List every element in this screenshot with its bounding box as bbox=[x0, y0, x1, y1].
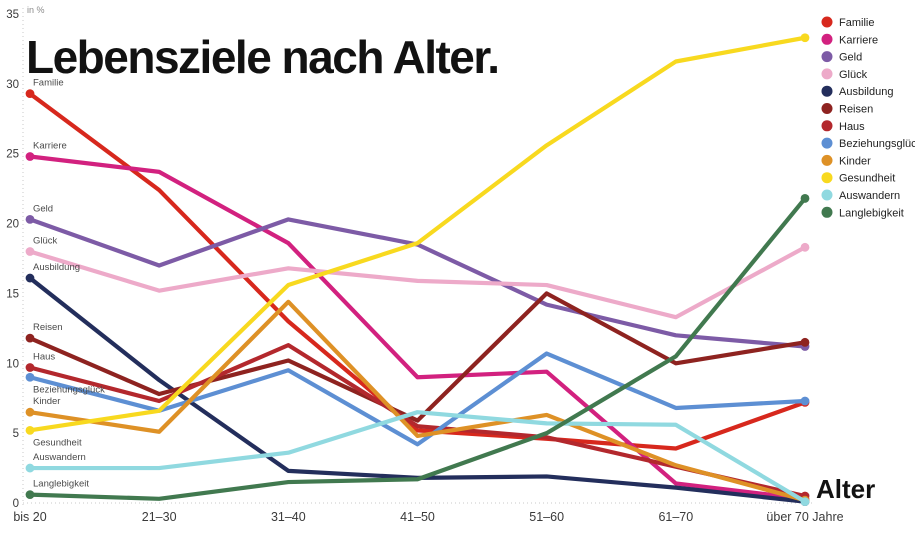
series-inline-label: Reisen bbox=[33, 322, 63, 333]
y-tick-label: 10 bbox=[6, 358, 19, 370]
x-tick-label: 21–30 bbox=[142, 510, 177, 524]
series-line-familie bbox=[27, 91, 808, 451]
legend-item-label: Beziehungsglück bbox=[839, 138, 915, 150]
y-tick-label: 0 bbox=[13, 498, 19, 510]
series-inline-label: Auswandern bbox=[33, 452, 86, 463]
series-line-auswandern bbox=[27, 410, 808, 504]
page-title: Lebensziele nach Alter. bbox=[26, 31, 499, 83]
series-line-glück bbox=[27, 245, 808, 320]
legend-dot-auswandern bbox=[821, 189, 833, 201]
x-tick-label: bis 20 bbox=[13, 510, 46, 524]
series-inline-labels: Familie Karriere Geld Glück Ausbildung Reisen… bbox=[33, 78, 105, 490]
legend-item: Ausbildung bbox=[821, 85, 893, 98]
legend-item-label: Ausbildung bbox=[839, 86, 893, 98]
legend-dot-ausbildung bbox=[821, 85, 833, 97]
legend-item: Glück bbox=[821, 68, 868, 81]
series-start-dot bbox=[25, 247, 35, 256]
x-tick-label: 51–60 bbox=[529, 510, 564, 524]
x-tick-label: 31–40 bbox=[271, 510, 306, 524]
legend-item-label: Karriere bbox=[839, 34, 878, 46]
legend-item-label: Reisen bbox=[839, 104, 873, 116]
series-start-dot bbox=[25, 463, 35, 473]
y-tick-label: 15 bbox=[6, 288, 19, 300]
series-end-dot bbox=[800, 497, 810, 507]
series-inline-label: Glück bbox=[33, 236, 58, 247]
legend-dot-beziehungsglück bbox=[821, 137, 833, 149]
legend-item-label: Auswandern bbox=[839, 190, 900, 202]
series-end-dot bbox=[800, 337, 810, 347]
series-line-reisen bbox=[27, 291, 808, 423]
series-start-dot bbox=[25, 214, 35, 224]
legend-dot-haus bbox=[821, 120, 833, 132]
legend-dot-langlebigkeit bbox=[821, 206, 833, 218]
legend-item: Familie bbox=[821, 16, 874, 29]
series-line-langlebigkeit bbox=[27, 196, 808, 501]
series-start-dot bbox=[25, 273, 35, 283]
legend-item: Kinder bbox=[821, 154, 871, 167]
series-start-dot bbox=[25, 425, 35, 435]
series-end-dot bbox=[800, 242, 810, 252]
legend-item: Haus bbox=[821, 120, 865, 133]
series-line-gesundheit bbox=[27, 35, 808, 433]
series-start-dot bbox=[25, 407, 35, 417]
series-line-karriere bbox=[27, 154, 808, 501]
legend-item: Reisen bbox=[821, 103, 873, 116]
y-tick-label: 30 bbox=[6, 79, 19, 91]
legend-dot-familie bbox=[821, 16, 833, 28]
series-inline-label: Karriere bbox=[33, 141, 67, 152]
series-inline-label: Gesundheit bbox=[33, 437, 82, 448]
x-tick-label: über 70 Jahre bbox=[766, 510, 843, 524]
series-inline-label: Geld bbox=[33, 203, 53, 214]
x-tick-label: 41–50 bbox=[400, 510, 435, 524]
legend-item: Langlebigkeit bbox=[821, 206, 904, 219]
series-inline-label: Langlebigkeit bbox=[33, 479, 89, 490]
legend-item: Gesundheit bbox=[821, 172, 895, 185]
x-tick-label: 61–70 bbox=[658, 510, 693, 524]
series-inline-label: Kinder bbox=[33, 396, 60, 407]
series-start-dot bbox=[25, 152, 35, 161]
legend-dot-gesundheit bbox=[821, 172, 833, 184]
x-axis-title: Alter bbox=[816, 474, 875, 504]
legend-dot-geld bbox=[821, 51, 833, 63]
legend-item-label: Haus bbox=[839, 121, 865, 133]
axes: 0 5 10 15 20 25 30 35 bis 20 21–30 31–40 41–50 51–60… bbox=[6, 8, 844, 524]
series-line-kinder bbox=[27, 299, 808, 503]
series-inline-label: Beziehungsglück bbox=[33, 384, 105, 395]
y-tick-label: 20 bbox=[6, 219, 19, 231]
legend-dot-karriere bbox=[821, 33, 833, 45]
legend-item-label: Familie bbox=[839, 17, 874, 29]
legend-dot-kinder bbox=[821, 154, 833, 166]
series-start-dot bbox=[25, 490, 35, 500]
y-axis-unit-label: in % bbox=[27, 5, 45, 15]
series-lines bbox=[25, 33, 810, 507]
y-tick-label: 25 bbox=[6, 149, 19, 161]
legend-item-label: Glück bbox=[839, 69, 868, 81]
legend-item: Beziehungsglück bbox=[821, 137, 915, 150]
series-inline-label: Ausbildung bbox=[33, 262, 80, 273]
series-start-dot bbox=[25, 89, 35, 99]
legend-item-label: Langlebigkeit bbox=[839, 207, 904, 219]
series-inline-label: Familie bbox=[33, 78, 64, 89]
series-start-dot bbox=[25, 372, 35, 382]
series-start-dot bbox=[25, 363, 35, 372]
legend: Familie Karriere Geld Glück Ausbildung Reisen… bbox=[821, 16, 915, 219]
series-start-dot bbox=[25, 333, 35, 343]
legend-item: Geld bbox=[821, 51, 862, 64]
legend-dot-reisen bbox=[821, 103, 833, 114]
legend-item-label: Gesundheit bbox=[839, 173, 895, 185]
y-tick-label: 5 bbox=[13, 428, 19, 440]
series-inline-label: Haus bbox=[33, 351, 55, 362]
series-end-dot bbox=[800, 396, 810, 406]
legend-item-label: Kinder bbox=[839, 155, 871, 167]
legend-item: Karriere bbox=[821, 33, 878, 46]
legend-dot-glück bbox=[821, 68, 833, 80]
y-tick-label: 35 bbox=[6, 9, 19, 21]
series-end-dot bbox=[800, 33, 810, 43]
series-end-dot bbox=[800, 194, 810, 203]
legend-item-label: Geld bbox=[839, 52, 862, 64]
legend-item: Auswandern bbox=[821, 189, 900, 202]
